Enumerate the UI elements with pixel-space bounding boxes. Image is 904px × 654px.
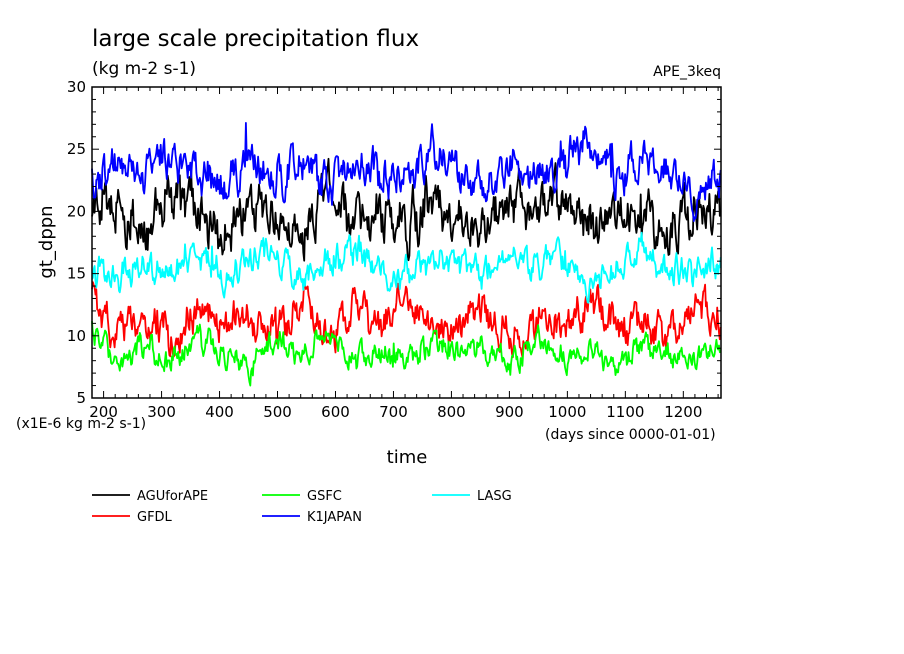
y-tick-label: 15 xyxy=(67,265,86,283)
x-tick-label: 1000 xyxy=(548,403,586,421)
x-axis-label: time xyxy=(387,447,428,468)
run-label: APE_3keq xyxy=(653,64,721,80)
series-line-gsfc xyxy=(91,321,721,387)
x-units-label: (days since 0000-01-01) xyxy=(545,427,716,443)
legend-entry: GFDL xyxy=(137,510,173,525)
x-tick-label: 700 xyxy=(379,403,408,421)
x-tick-label: 1200 xyxy=(664,403,702,421)
series-layer xyxy=(91,122,722,387)
x-tick-label: 500 xyxy=(263,403,292,421)
legend-entry: LASG xyxy=(477,489,512,504)
series-line-lasg xyxy=(91,231,722,304)
ticks-layer: 200 300 400 500 600 700 800 900 1000 1100 1200 5 10 1… xyxy=(67,78,721,421)
y-axis-label: gt_dppn xyxy=(36,205,57,278)
y-tick-label: 20 xyxy=(67,202,86,220)
legend-entry: K1JAPAN xyxy=(307,510,362,525)
x-tick-label: 600 xyxy=(321,403,350,421)
legend-entry: GSFC xyxy=(307,489,342,504)
x-tick-label: 1100 xyxy=(606,403,644,421)
y-tick-label: 5 xyxy=(76,389,86,407)
series-line-k1japan xyxy=(91,122,722,223)
series-line-gfdl xyxy=(91,280,722,359)
y-tick-label: 10 xyxy=(67,327,86,345)
plot-frame xyxy=(91,86,722,399)
legend: AGUforAPE GFDL GSFC K1JAPAN LASG xyxy=(92,489,512,525)
x-tick-label: 900 xyxy=(495,403,524,421)
x-tick-label: 400 xyxy=(205,403,234,421)
legend-entry: AGUforAPE xyxy=(137,489,208,504)
y-tick-label: 30 xyxy=(67,78,86,96)
chart-title: large scale precipitation flux xyxy=(92,26,419,52)
series-line-aguforape xyxy=(91,157,722,262)
x-tick-label: 300 xyxy=(147,403,176,421)
x-tick-label: 800 xyxy=(437,403,466,421)
chart-subtitle: (kg m-2 s-1) xyxy=(92,59,196,79)
y-tick-label: 25 xyxy=(67,140,86,158)
x-tick-label: 200 xyxy=(89,403,118,421)
y-units-label: (x1E-6 kg m-2 s-1) xyxy=(16,416,146,432)
